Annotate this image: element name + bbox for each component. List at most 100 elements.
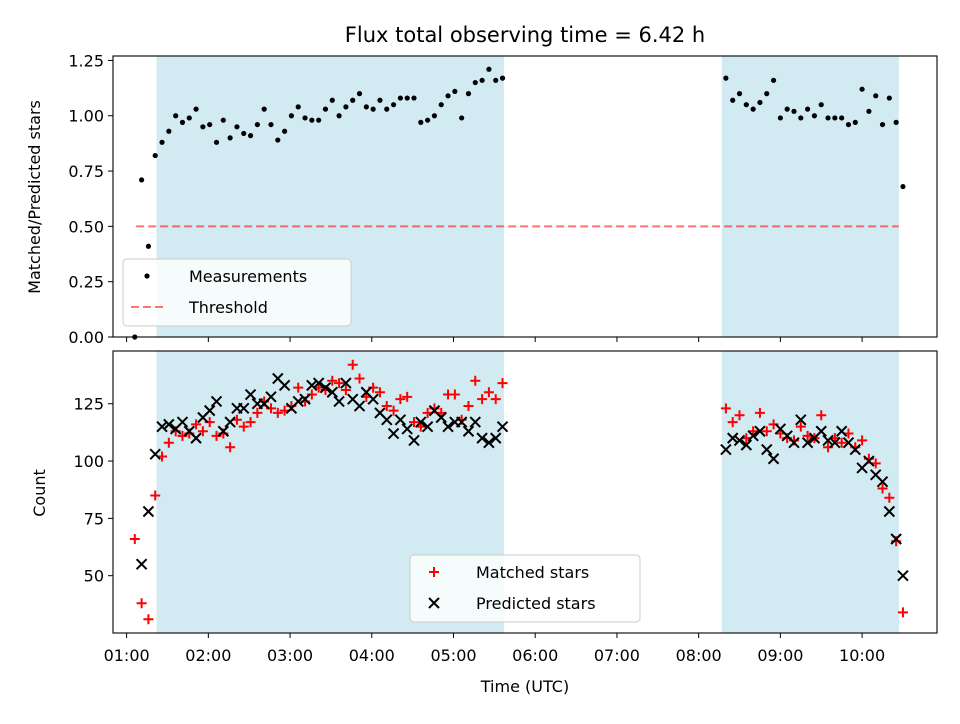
predicted-star-point: [387, 427, 400, 440]
predicted-star-point: [863, 455, 875, 467]
predicted-star-point: [244, 388, 257, 401]
bottom-y-tick-label: 50: [84, 567, 104, 586]
measurement-point: [438, 102, 444, 108]
predicted-star-point: [726, 432, 739, 444]
matched-star-point: [374, 387, 385, 398]
predicted-star-point: [401, 423, 413, 435]
matched-star-point: [354, 373, 365, 384]
matched-star-point: [150, 490, 161, 501]
matched-star-point: [327, 375, 338, 386]
legend-measurement-marker: [144, 273, 150, 279]
predicted-star-point: [312, 377, 325, 389]
matched-star-point: [163, 437, 174, 448]
predicted-star-point: [190, 432, 202, 444]
matched-star-point: [470, 375, 481, 386]
measurement-point: [730, 97, 736, 103]
measurement-point: [370, 106, 376, 112]
top-panel: 0.00 0.25 0.50 0.75 1.00 1.25 Measurements Thre…: [68, 51, 938, 347]
predicted-star-point: [883, 505, 896, 518]
measurement-point: [452, 88, 458, 95]
measurement-point: [825, 115, 831, 121]
matched-star-point: [877, 483, 888, 494]
measurement-point: [166, 128, 172, 134]
predicted-star-point: [394, 414, 407, 426]
predicted-star-point: [163, 418, 175, 431]
measurement-point: [145, 243, 152, 249]
measurement-point: [295, 104, 301, 110]
matched-star-point: [477, 394, 488, 405]
measurement-point: [336, 113, 342, 119]
matched-star-point: [402, 391, 413, 402]
measurement-point: [757, 99, 763, 106]
measurement-point: [493, 77, 499, 83]
measurement-point: [479, 77, 485, 83]
measurement-point: [723, 75, 729, 81]
measurement-point: [750, 106, 756, 112]
measurement-point: [350, 97, 356, 103]
measurement-point: [309, 117, 315, 123]
measurement-point: [179, 119, 186, 125]
top-y-tick-label: 0.50: [68, 217, 104, 236]
predicted-star-point: [747, 430, 759, 442]
measurement-point: [736, 91, 743, 97]
measurement-point: [743, 102, 749, 108]
measurement-point: [207, 121, 213, 128]
measurement-point: [234, 124, 240, 130]
matched-star-point: [497, 378, 508, 389]
matched-star-point: [857, 435, 868, 446]
measurement-point: [499, 75, 506, 81]
predicted-star-point: [326, 386, 338, 398]
predicted-star-point: [890, 533, 902, 545]
measurement-point: [459, 115, 465, 121]
predicted-star-point: [801, 436, 814, 449]
predicted-star-point: [333, 395, 345, 408]
measurement-point: [777, 115, 783, 121]
measurement-point: [879, 121, 886, 128]
measurement-point: [343, 104, 349, 110]
measurement-point: [425, 117, 431, 123]
top-y-tick-label: 1.25: [68, 51, 104, 70]
measurement-point: [886, 95, 892, 101]
matched-star-point: [388, 405, 399, 416]
matched-star-point: [225, 442, 236, 453]
predicted-star-point: [340, 377, 352, 389]
matched-star-point: [272, 407, 283, 418]
matched-star-point: [884, 492, 895, 503]
predicted-star-point: [476, 432, 488, 444]
legend-predicted-marker: [428, 597, 440, 609]
measurement-point: [839, 115, 845, 121]
measurement-point: [173, 113, 179, 119]
matched-star-point: [395, 394, 406, 405]
predicted-star-point: [815, 425, 827, 437]
bottom-legend-box: [409, 554, 641, 623]
predicted-star-point: [496, 420, 509, 433]
top-y-axis-label: Matched/Predicted stars: [25, 100, 44, 294]
measurement-point: [893, 119, 899, 125]
measurement-point: [213, 139, 220, 145]
measurement-point: [791, 108, 797, 114]
x-tick-label: 05:00: [430, 646, 476, 665]
matched-star-point: [816, 410, 827, 421]
predicted-star-point: [142, 505, 155, 518]
predicted-star-point: [421, 420, 434, 433]
predicted-star-point: [442, 420, 454, 433]
predicted-star-point: [135, 558, 148, 570]
x-tick-label: 09:00: [757, 646, 803, 665]
predicted-star-point: [306, 379, 318, 392]
predicted-star-point: [238, 402, 250, 415]
measurement-point: [873, 93, 879, 99]
measurement-point: [445, 93, 451, 99]
measurement-point: [465, 91, 472, 97]
measurement-point: [200, 124, 206, 130]
measurement-point: [845, 121, 852, 128]
measurement-point: [241, 130, 247, 137]
matched-star-point: [136, 598, 147, 609]
chart-title: Flux total observing time = 6.42 h: [345, 23, 705, 47]
measurement-point: [859, 86, 865, 92]
measurement-point: [268, 121, 274, 128]
predicted-star-point: [835, 425, 848, 437]
matched-star-point: [836, 437, 847, 448]
predicted-star-point: [381, 414, 393, 426]
matched-star-point: [381, 401, 392, 412]
